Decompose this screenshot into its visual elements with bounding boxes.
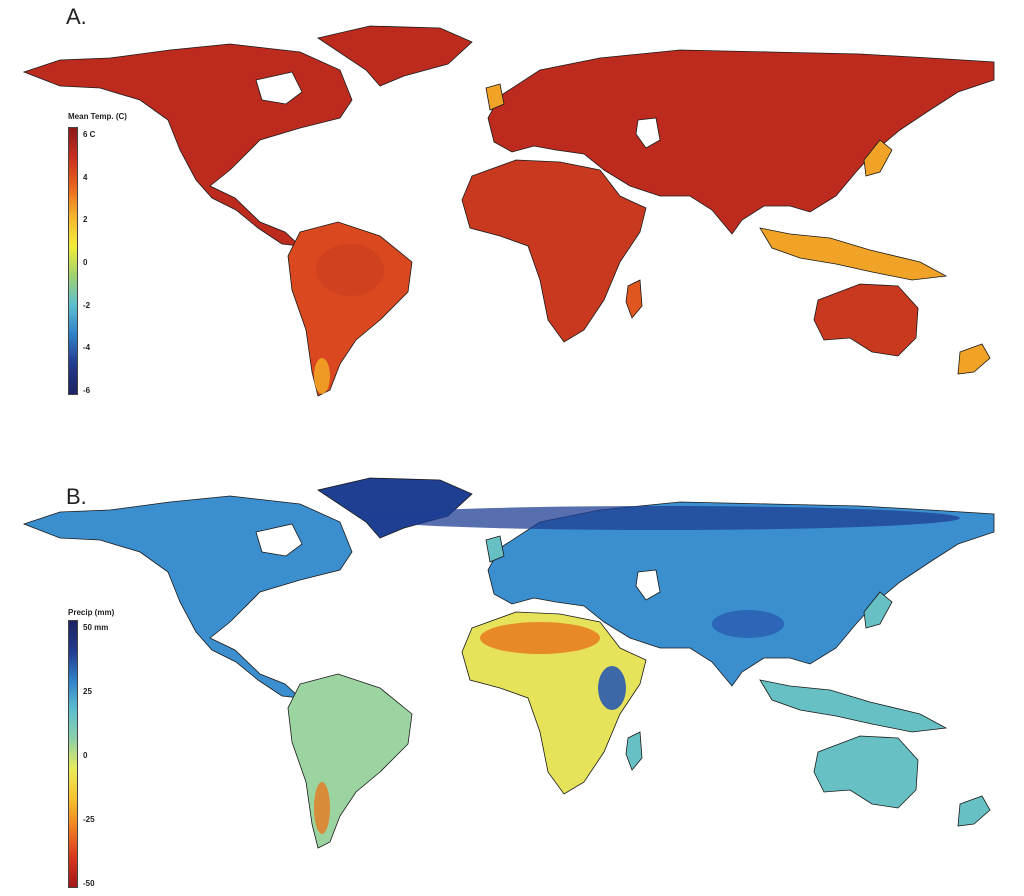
temperature-map-panel: A. Mean Temp. (C) 6 C 4 2 0 -2 -4 -6 [0, 0, 1024, 440]
panel-label-a: A. [66, 4, 87, 29]
new-zealand-landmass [957, 343, 991, 375]
new-zealand-landmass [957, 795, 991, 827]
temperature-legend-tick: 4 [83, 172, 88, 182]
precipitation-legend-colorbar [68, 620, 78, 888]
madagascar-landmass [625, 731, 643, 771]
precipitation-legend-title: Precip (mm) [68, 608, 115, 617]
precipitation-legend-tick: 0 [83, 751, 88, 760]
temperature-legend-title: Mean Temp. (C) [68, 112, 127, 121]
australia-landmass [813, 283, 919, 357]
caspian-sea-water [635, 117, 661, 149]
british-isles-landmass [485, 83, 505, 111]
precipitation-map-panel: B. Precip (mm) 50 mm 25 0 -25 -50 [0, 448, 1024, 896]
madagascar-landmass [625, 279, 643, 319]
temperature-world-map [22, 25, 995, 397]
temperature-legend-tick: -2 [83, 300, 91, 310]
southeast-asia-islands [759, 227, 948, 281]
europe-asia-landmass [487, 501, 995, 687]
patagonia-dry-zone [314, 782, 330, 834]
precipitation-world-map [22, 477, 995, 849]
horn-of-africa-wet-zone [598, 666, 626, 710]
temperature-legend-tick: 0 [83, 258, 88, 267]
precipitation-legend-tick: 25 [83, 687, 92, 696]
central-asia-wet-zone [712, 610, 784, 638]
japan-landmass [863, 139, 893, 177]
amazon-warm-zone [316, 244, 384, 296]
europe-asia-landmass [487, 49, 995, 235]
hudson-bay-water [255, 71, 303, 105]
precipitation-legend-tick: -50 [83, 879, 95, 888]
temperature-legend-tick: -4 [83, 343, 91, 353]
precipitation-legend-tick: -25 [83, 815, 95, 824]
japan-landmass [863, 591, 893, 629]
caspian-sea-water [635, 569, 661, 601]
africa-landmass [461, 611, 647, 795]
greenland-landmass [317, 25, 473, 87]
patagonia-cool-tip [314, 358, 330, 394]
arctic-wet-band [360, 506, 960, 530]
panel-label-b: B. [66, 484, 87, 509]
sahara-dry-zone [480, 622, 600, 654]
british-isles-landmass [485, 535, 505, 563]
temperature-legend-tick: 6 C [83, 130, 96, 139]
africa-landmass [461, 159, 647, 343]
australia-landmass [813, 735, 919, 809]
temperature-legend-colorbar [68, 127, 78, 395]
south-america-landmass [287, 673, 413, 849]
southeast-asia-islands [759, 679, 948, 733]
precipitation-legend-tick: 50 mm [83, 623, 109, 632]
temperature-legend-tick: -6 [83, 386, 91, 395]
temperature-legend-tick: 2 [83, 215, 88, 225]
hudson-bay-water [255, 523, 303, 557]
